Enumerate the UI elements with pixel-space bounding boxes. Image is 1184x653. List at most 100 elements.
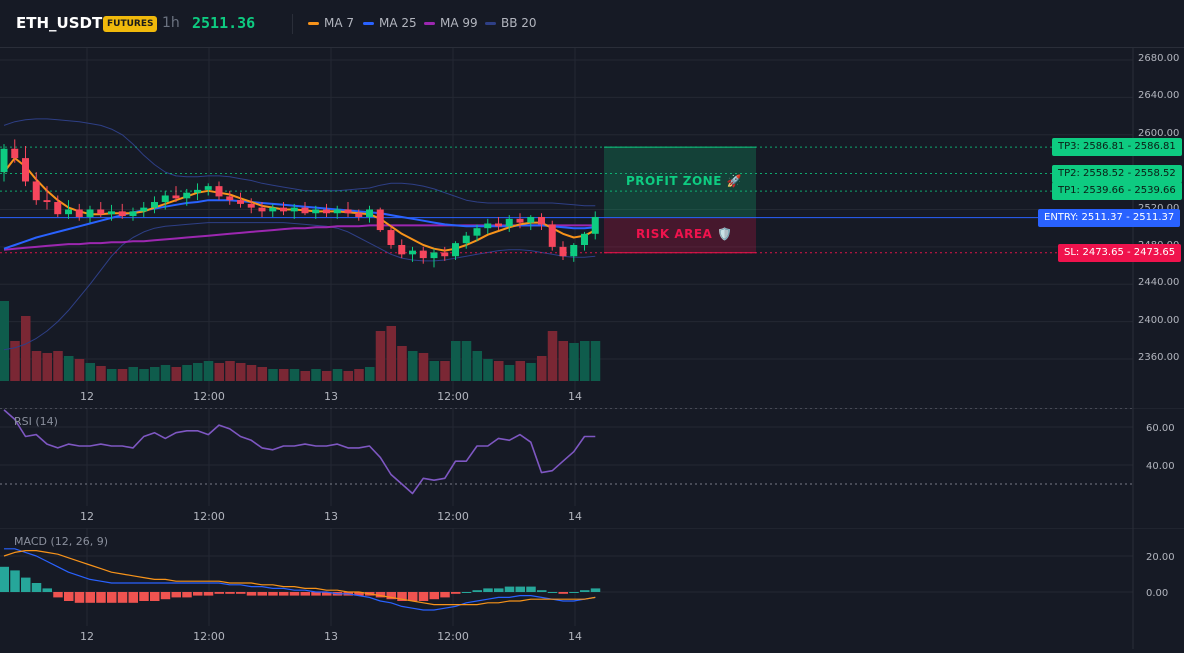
price-axis-label: 2400.00 — [1138, 314, 1180, 326]
volume-bar — [451, 341, 461, 381]
volume-bar — [53, 351, 63, 381]
candle-body — [430, 252, 438, 259]
candle-body — [581, 233, 588, 246]
volume-bar — [322, 371, 332, 381]
candle-body — [462, 235, 470, 244]
volume-bar — [31, 351, 42, 381]
candle-body — [226, 196, 234, 201]
volume-bar — [504, 365, 515, 381]
macd-histogram-bar — [193, 592, 203, 596]
legend-ma25[interactable]: MA 25 — [363, 16, 417, 30]
tp1-price: 2539.66 — [1134, 185, 1176, 197]
macd-histogram-bar — [182, 592, 192, 598]
volume-bar — [590, 341, 601, 381]
volume-bar — [160, 365, 171, 381]
rsi-time-label: 13 — [324, 510, 338, 523]
rsi-time-label: 12:00 — [437, 510, 469, 523]
legend-ma7[interactable]: MA 7 — [308, 16, 354, 30]
macd-time-label: 14 — [568, 630, 582, 643]
macd-histogram-bar — [289, 592, 300, 596]
volume-bar — [397, 346, 407, 381]
volume-bar — [429, 361, 439, 381]
legend-ma99-label: MA 99 — [440, 16, 478, 30]
legend-ma99[interactable]: MA 99 — [424, 16, 478, 30]
legend-bb20[interactable]: BB 20 — [485, 16, 537, 30]
candle-body — [495, 223, 502, 227]
macd-title[interactable]: MACD (12, 26, 9) — [14, 535, 109, 548]
candle-body — [204, 186, 212, 190]
tp1-tag-sep: - — [1124, 185, 1135, 197]
macd-histogram-bar — [128, 592, 138, 603]
volume-bar — [10, 341, 20, 381]
volume-bar — [537, 356, 547, 381]
price-axis-label: 2360.00 — [1138, 352, 1180, 363]
macd-histogram-bar — [53, 592, 63, 598]
bb20-swatch — [485, 21, 496, 25]
volume-bar — [440, 361, 450, 381]
volume-bar — [558, 341, 568, 381]
macd-pane[interactable]: 20.00 0.00 12 12:00 13 12:00 14 MACD (12, 26, … — [0, 527, 1184, 649]
symbol-name[interactable]: ETH_USDT — [16, 14, 103, 32]
price-chart-svg[interactable]: 12 12:00 13 12:00 14 — [0, 48, 1184, 408]
macd-time-label: 13 — [324, 630, 338, 643]
risk-area-box — [604, 217, 756, 253]
volume-bar — [214, 363, 224, 381]
tp3-label: TP3: 2586.81 — [1058, 141, 1125, 153]
volume-bar — [268, 369, 278, 381]
candle-body — [118, 211, 126, 217]
rsi-time-label: 14 — [568, 510, 582, 523]
candle-body — [54, 202, 62, 215]
entry-tag-sep: - — [1122, 211, 1133, 223]
candle-body — [108, 211, 115, 215]
rsi-pane[interactable]: 60.00 40.00 12 12:00 13 12:00 14 RSI (14) — [0, 407, 1184, 528]
macd-chart-svg[interactable]: 20.00 0.00 12 12:00 13 12:00 14 — [0, 527, 1184, 649]
volume-bar — [74, 359, 85, 381]
volume-bar — [96, 366, 106, 381]
candle-body — [43, 200, 51, 203]
interval-selector[interactable]: 1h — [162, 15, 180, 31]
volume-bar — [289, 369, 300, 381]
candle-body — [312, 209, 320, 214]
macd-histogram-bar — [483, 588, 493, 592]
macd-histogram-bar — [257, 592, 267, 596]
profit-zone-box — [604, 147, 756, 218]
candle-body — [419, 250, 427, 259]
macd-time-label: 12 — [80, 630, 94, 643]
candle-body — [301, 207, 309, 214]
rsi-time-label: 12 — [80, 510, 94, 523]
time-axis-label: 12:00 — [437, 390, 469, 403]
macd-signal-line — [3, 550, 596, 606]
macd-histogram-bar — [300, 592, 310, 596]
risk-area-label: RISK AREA 🛡️ — [636, 227, 733, 242]
volume-bar — [343, 371, 353, 381]
volume-bar — [375, 331, 386, 381]
rsi-chart-svg[interactable]: 60.00 40.00 12 12:00 13 12:00 14 — [0, 407, 1184, 528]
candle-body — [591, 216, 599, 234]
candle-body — [376, 209, 384, 231]
macd-histogram-bar — [451, 592, 461, 594]
time-axis-label: 14 — [568, 390, 582, 403]
volume-bar — [332, 369, 343, 381]
volume-bar — [494, 361, 504, 381]
entry-label: ENTRY: 2511.37 — [1044, 211, 1123, 223]
header-divider — [292, 14, 293, 34]
entry-price-tag: ENTRY: 2511.37 - 2511.37 — [1038, 208, 1181, 227]
rsi-axis-label: 60.00 — [1146, 423, 1175, 434]
price-pane[interactable]: 12 12:00 13 12:00 14 2680.00 2640.00 2600.00 25… — [0, 48, 1184, 408]
candle-body — [75, 209, 83, 217]
rsi-title[interactable]: RSI (14) — [14, 415, 58, 428]
tp3-price: 2586.81 — [1134, 141, 1176, 153]
price-axis-label: 2440.00 — [1138, 277, 1180, 289]
ma99-swatch — [424, 21, 435, 25]
macd-histogram-bar — [375, 592, 386, 598]
time-axis-label: 13 — [324, 390, 338, 403]
volume-bar — [418, 353, 429, 381]
candle-body — [527, 216, 535, 223]
candle-body — [538, 216, 545, 225]
bb-upper-line — [3, 118, 596, 207]
tp1-price-tag: TP1: 2539.66 - 2539.66 — [1052, 182, 1182, 201]
macd-time-label: 12:00 — [193, 630, 225, 643]
macd-histogram-bar — [504, 586, 515, 592]
candle-body — [548, 224, 556, 247]
tp3-tag-sep: - — [1124, 141, 1135, 153]
